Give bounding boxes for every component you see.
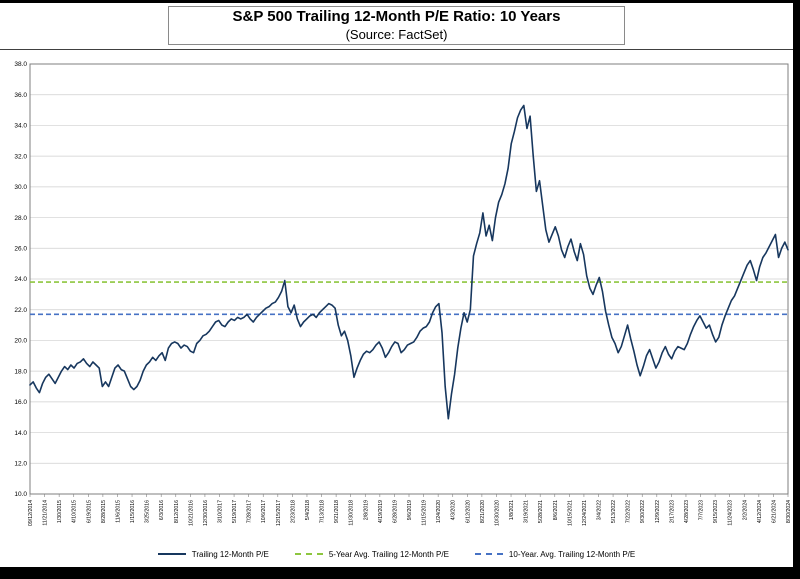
y-tick-label: 20.0 — [14, 338, 27, 345]
x-tick-label: 10/15/2021 — [567, 500, 573, 526]
x-tick-label: 5/13/2022 — [611, 500, 617, 523]
x-tick-label: 6/28/2019 — [392, 500, 398, 523]
x-tick-label: 4/19/2019 — [378, 500, 384, 523]
x-tick-label: 5/28/2021 — [538, 500, 544, 523]
y-tick-label: 34.0 — [14, 123, 27, 130]
y-tick-label: 36.0 — [14, 92, 27, 99]
dashed-green-line-icon — [294, 553, 323, 555]
y-tick-label: 12.0 — [14, 460, 27, 467]
pe-line — [29, 104, 789, 420]
x-tick-label: 7/13/2018 — [320, 500, 326, 523]
y-tick-label: 26.0 — [14, 245, 27, 252]
x-tick-label: 11/15/2019 — [422, 500, 428, 526]
chart-title: S&P 500 Trailing 12-Month P/E Ratio: 10 … — [232, 8, 561, 25]
x-tick-label: 4/28/2023 — [684, 500, 690, 523]
x-tick-label: 7/22/2022 — [626, 500, 632, 523]
plot-area: 38.0 36.0 34.0 32.0 30.0 28.0 26.0 24.0 22.0 20.0… — [0, 50, 793, 548]
x-tick-label: 1/8/2021 — [509, 500, 515, 520]
x-tick-label: 4/3/2020 — [451, 500, 457, 520]
y-tick-label: 30.0 — [14, 184, 27, 191]
x-tick-label: 9/15/2023 — [713, 500, 719, 523]
legend-label: 10-Year. Avg. Trailing 12-Month P/E — [508, 549, 636, 559]
chart-legend: Trailing 12-Month P/E 5-Year Avg. Traili… — [0, 546, 793, 562]
x-tick-label: 4/10/2015 — [72, 500, 78, 523]
x-tick-label: 6/12/2020 — [465, 500, 471, 523]
x-tick-label: 8/6/2021 — [553, 500, 559, 520]
x-tick-label: 11/24/2023 — [728, 500, 734, 526]
x-tick-label: 10/6/2017 — [261, 500, 267, 523]
x-tick-label: 1/24/2020 — [436, 500, 442, 523]
x-tick-label: 1/30/2015 — [57, 500, 63, 523]
x-tick-label: 7/28/2017 — [247, 500, 253, 523]
x-tick-label: 6/21/2024 — [771, 500, 777, 523]
x-tick-label: 8/21/2020 — [480, 500, 486, 523]
x-tick-label: 8/30/2024 — [786, 500, 792, 523]
x-tick-label: 5/4/2018 — [305, 500, 311, 520]
x-tick-label: 3/4/2022 — [597, 500, 603, 520]
x-tick-label: 12/30/2016 — [203, 500, 209, 526]
x-tick-label: 4/12/2024 — [757, 500, 763, 523]
chart-panel: S&P 500 Trailing 12-Month P/E Ratio: 10 … — [0, 3, 793, 567]
y-tick-label: 28.0 — [14, 215, 27, 222]
legend-label: Trailing 12-Month P/E — [191, 549, 269, 559]
legend-item-trailing-pe: Trailing 12-Month P/E — [157, 549, 269, 559]
legend-item-10yr-avg: 10-Year. Avg. Trailing 12-Month P/E — [474, 549, 636, 559]
x-tick-label: 12/24/2021 — [582, 500, 588, 526]
chart-header: S&P 500 Trailing 12-Month P/E Ratio: 10 … — [0, 3, 793, 50]
x-tick-label: 5/19/2017 — [232, 500, 238, 523]
x-tick-label: 8/12/2016 — [174, 500, 180, 523]
x-tick-label: 3/25/2016 — [145, 500, 151, 523]
x-tick-label: 1/15/2016 — [130, 500, 136, 523]
y-tick-label: 14.0 — [14, 430, 27, 437]
legend-item-5yr-avg: 5-Year Avg. Trailing 12-Month P/E — [294, 549, 449, 559]
y-tick-label: 32.0 — [14, 153, 27, 160]
x-tick-label: 12/9/2022 — [655, 500, 661, 523]
x-tick-label: 9/6/2019 — [407, 500, 413, 520]
x-tick-label: 12/15/2017 — [276, 500, 282, 526]
dashed-blue-line-icon — [474, 553, 503, 555]
title-box: S&P 500 Trailing 12-Month P/E Ratio: 10 … — [167, 6, 626, 46]
x-tick-label: 2/8/2019 — [363, 500, 369, 520]
x-tick-label: 11/6/2015 — [115, 500, 121, 523]
pe-chart-svg: 38.0 36.0 34.0 32.0 30.0 28.0 26.0 24.0 22.0 20.0… — [14, 61, 792, 526]
x-tick-label: 2/17/2023 — [669, 500, 675, 523]
x-tick-label: 3/10/2017 — [218, 500, 224, 523]
y-tick-label: 10.0 — [14, 491, 27, 498]
x-tick-label: 2/2/2024 — [742, 500, 748, 520]
x-tick-label: 7/7/2023 — [699, 500, 705, 520]
x-tick-label: 10/21/2016 — [188, 500, 194, 526]
x-tick-label: 11/21/2014 — [43, 500, 49, 526]
y-tick-label: 38.0 — [14, 61, 27, 68]
x-tick-label: 3/19/2021 — [524, 500, 530, 523]
x-tick-label: 10/30/2020 — [494, 500, 500, 526]
x-tick-label: 9/30/2022 — [640, 500, 646, 523]
x-tick-label: 09/12/2014 — [28, 500, 34, 526]
x-tick-label: 11/30/2018 — [349, 500, 355, 526]
y-tick-label: 16.0 — [14, 399, 27, 406]
y-tick-label: 18.0 — [14, 368, 27, 375]
solid-navy-line-icon — [157, 553, 186, 555]
x-tick-label: 2/23/2018 — [290, 500, 296, 523]
chart-subtitle: (Source: FactSet) — [345, 26, 448, 42]
x-tick-label: 8/28/2015 — [101, 500, 107, 523]
x-tick-label: 6/19/2015 — [86, 500, 92, 523]
legend-label: 5-Year Avg. Trailing 12-Month P/E — [328, 549, 449, 559]
x-tick-label: 6/3/2016 — [159, 500, 165, 520]
x-tick-label: 9/21/2018 — [334, 500, 340, 523]
y-tick-label: 22.0 — [14, 307, 27, 314]
y-tick-label: 24.0 — [14, 276, 27, 283]
